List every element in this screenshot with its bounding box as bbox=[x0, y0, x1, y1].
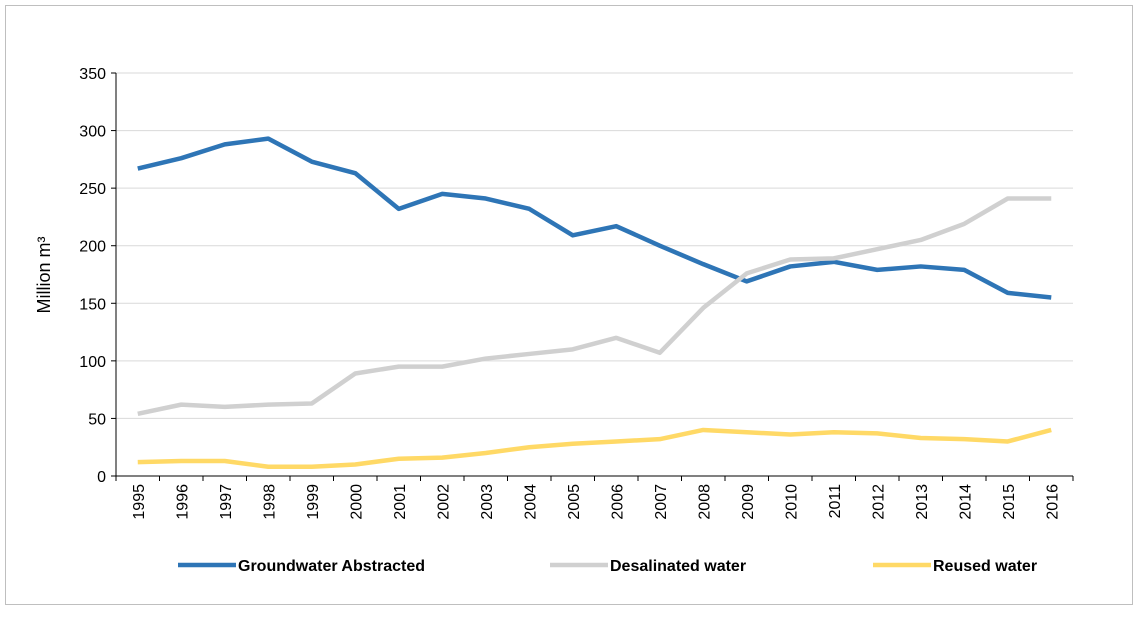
x-tick-label: 2011 bbox=[827, 484, 844, 519]
y-tick-label: 50 bbox=[88, 411, 106, 428]
series-line bbox=[137, 196, 1052, 417]
x-tick-label: 1996 bbox=[174, 484, 191, 520]
series-line bbox=[137, 136, 1052, 300]
y-axis-label: Million m³ bbox=[34, 236, 54, 313]
chart-border bbox=[5, 5, 1133, 605]
x-tick-label: 2012 bbox=[870, 484, 887, 520]
y-tick-label: 150 bbox=[79, 296, 106, 313]
x-tick-label: 1997 bbox=[218, 484, 235, 520]
y-tick-label: 0 bbox=[97, 469, 106, 486]
x-tick-label: 2008 bbox=[696, 484, 713, 520]
x-tick-label: 2001 bbox=[392, 484, 409, 520]
x-tick-label: 1998 bbox=[261, 484, 278, 520]
x-tick-label: 2004 bbox=[522, 484, 539, 520]
legend-label: Reused water bbox=[933, 558, 1037, 575]
series-line bbox=[137, 427, 1052, 470]
y-tick-label: 250 bbox=[79, 181, 106, 198]
y-tick-label: 100 bbox=[79, 354, 106, 371]
legend-label: Desalinated water bbox=[610, 558, 746, 575]
x-tick-label: 1995 bbox=[131, 484, 148, 520]
x-tick-label: 2006 bbox=[609, 484, 626, 520]
x-tick-label: 2014 bbox=[957, 484, 974, 520]
x-tick-label: 2000 bbox=[348, 484, 365, 520]
x-tick-label: 2007 bbox=[653, 484, 670, 520]
y-tick-label: 200 bbox=[79, 239, 106, 256]
x-tick-label: 2013 bbox=[914, 484, 931, 520]
x-tick-label: 2005 bbox=[566, 484, 583, 520]
x-tick-label: 2016 bbox=[1044, 484, 1061, 520]
x-tick-label: 2015 bbox=[1001, 484, 1018, 520]
x-tick-label: 2009 bbox=[740, 484, 757, 520]
x-tick-label: 2010 bbox=[783, 484, 800, 520]
legend-label: Groundwater Abstracted bbox=[238, 558, 425, 575]
x-tick-label: 2003 bbox=[479, 484, 496, 520]
x-tick-label: 2002 bbox=[435, 484, 452, 520]
y-tick-label: 350 bbox=[79, 66, 106, 83]
x-tick-label: 1999 bbox=[305, 484, 322, 520]
y-tick-label: 300 bbox=[79, 124, 106, 141]
